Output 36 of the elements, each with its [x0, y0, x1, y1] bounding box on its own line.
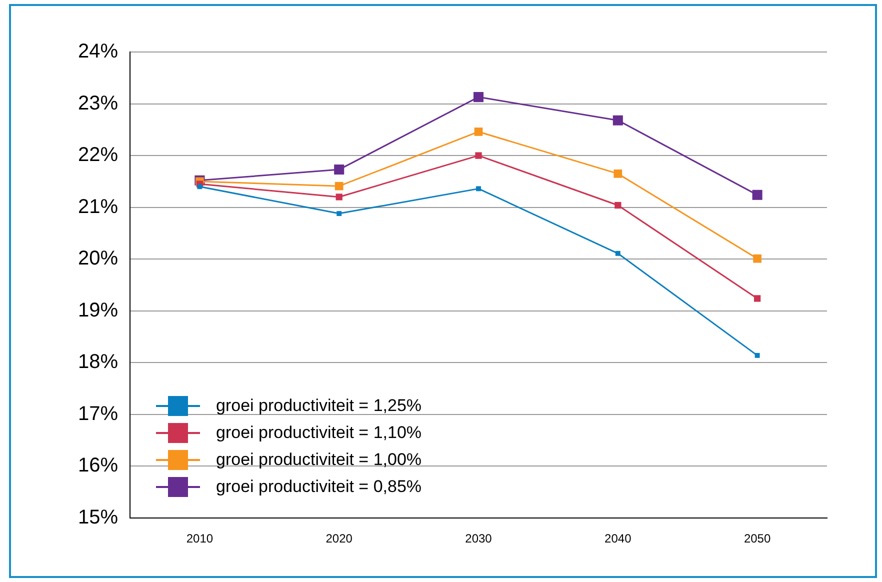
point — [612, 115, 623, 126]
point — [476, 186, 481, 192]
x-tick-label: 2020 — [326, 532, 353, 546]
y-tick-label: 18% — [78, 351, 118, 374]
y-tick-label: 20% — [78, 248, 118, 270]
legend-label: groei productiviteit = 1,10% — [216, 422, 422, 442]
point — [614, 170, 622, 178]
y-tick-label: 15% — [78, 506, 118, 529]
y-tick-label: 24% — [78, 40, 118, 63]
y-tick-label: 16% — [78, 454, 118, 477]
y-tick-label: 19% — [78, 299, 118, 322]
x-tick-label: 2050 — [744, 532, 771, 546]
y-tick-label: 17% — [78, 402, 118, 425]
point — [753, 254, 762, 263]
x-tick-label: 2040 — [604, 532, 632, 546]
legend-label: groei productiviteit = 1,25% — [216, 396, 422, 416]
point — [754, 295, 761, 302]
point — [614, 202, 622, 209]
point — [474, 128, 483, 136]
legend-label: groei productiviteit = 1,00% — [216, 450, 422, 470]
point — [334, 164, 344, 175]
point — [752, 190, 762, 200]
legend-label: groei productiviteit = 0,85% — [216, 476, 422, 496]
x-tick-label: 2030 — [465, 532, 492, 546]
point — [336, 211, 342, 216]
point — [754, 352, 760, 358]
y-tick-label: 21% — [78, 196, 118, 218]
y-tick-label: 22% — [78, 144, 118, 166]
point — [336, 194, 342, 200]
point — [615, 250, 620, 256]
point — [475, 152, 482, 159]
point — [334, 182, 344, 190]
point — [473, 92, 484, 102]
x-tick-label: 2010 — [186, 532, 214, 546]
point — [197, 184, 202, 190]
y-tick-label: 23% — [78, 92, 118, 114]
